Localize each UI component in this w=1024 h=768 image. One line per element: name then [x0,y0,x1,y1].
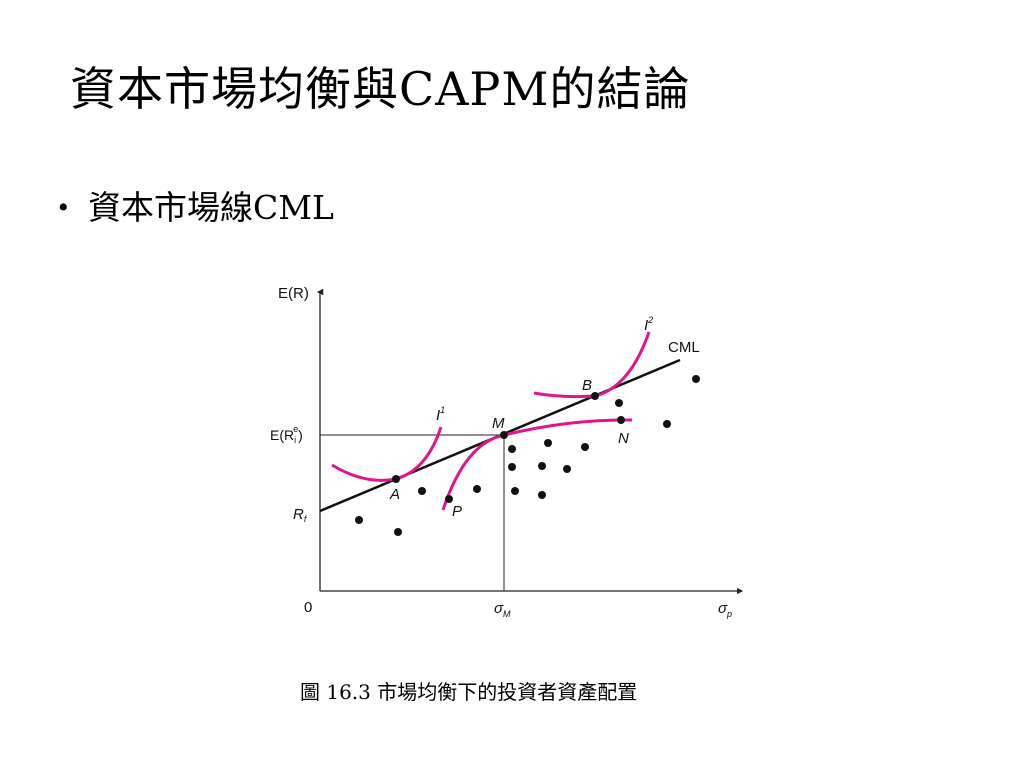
capital-market-line-diagram: E(R) E(Rie) Rf 0 σM σp I1 I2 CML A [270,270,750,630]
point-p-label: P [452,503,462,520]
indifference-curve-i1-right [441,418,633,511]
rf-label: Rf [293,506,308,524]
scatter-point [563,465,571,473]
point-b-label: B [582,377,592,394]
slide-title: 資本市場均衡與CAPM的結論 [70,62,691,116]
point-n [617,416,625,424]
scatter-point [511,487,519,495]
scatter-point [508,463,516,471]
point-m [500,431,508,439]
point-a-label: A [389,486,400,503]
bullet-text: 資本市場線CML [88,188,334,227]
scatter-point [581,443,589,451]
origin-label: 0 [304,599,312,616]
indifference-label-i2: I2 [644,315,653,334]
scatter-point [663,420,671,428]
sigma-m-label: σM [494,600,511,619]
bullet-marker: • [58,190,69,224]
diagram-svg: E(R) E(Rie) Rf 0 σM σp I1 I2 CML A [270,285,744,619]
point-a [392,475,400,483]
scatter-point [538,491,546,499]
scatter-point [418,487,426,495]
figure-caption: 圖 16.3 市場均衡下的投資者資產配置 [300,680,638,704]
scatter-point [355,516,363,524]
scatter-point [544,439,552,447]
x-axis-label: σp [718,600,732,619]
scatter-point [538,462,546,470]
indifference-label-i1: I1 [436,405,445,424]
scatter-point [692,375,700,383]
scatter-point [473,485,481,493]
point-n-label: N [618,430,629,447]
scatter-point [615,399,623,407]
point-m-label: M [492,415,505,432]
scatter-point [508,445,516,453]
scatter-point [394,528,402,536]
equilibrium-return-label: E(Rie) [270,424,303,445]
y-axis-label: E(R) [278,285,309,302]
cml-label: CML [668,339,700,356]
point-p [445,495,453,503]
point-b [591,392,599,400]
bullet-item: • 資本市場線CML [58,188,334,228]
